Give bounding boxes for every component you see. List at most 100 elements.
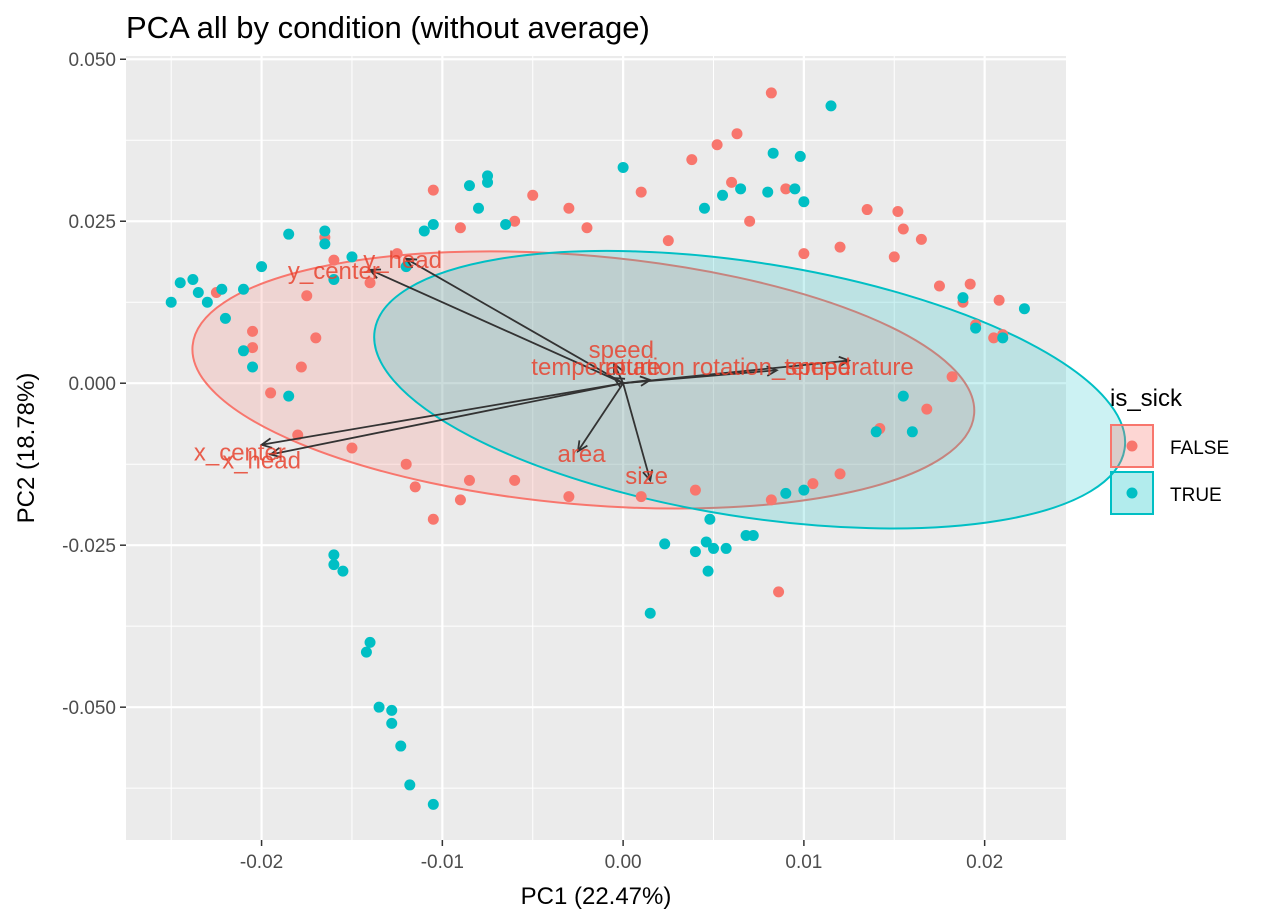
point-false <box>662 235 674 247</box>
legend-dot-false <box>1126 440 1138 452</box>
point-false <box>798 248 810 260</box>
loading-arrow <box>577 382 624 452</box>
point-true <box>328 559 340 571</box>
y-tick-label: -0.025 <box>62 536 116 557</box>
x-axis-ticks: -0.02 -0.01 0.00 0.01 0.02 <box>240 840 1003 873</box>
point-false <box>563 202 575 214</box>
x-tick-label: -0.01 <box>421 852 464 873</box>
point-false <box>686 154 698 166</box>
loading-arrowhead <box>268 447 282 459</box>
loading-arrow <box>261 382 624 446</box>
loading-arrowhead <box>404 257 418 269</box>
ellipse-true <box>373 249 1127 530</box>
point-false <box>509 474 521 486</box>
point-false <box>635 186 647 198</box>
point-false <box>807 478 819 490</box>
point-true <box>283 228 295 240</box>
point-true <box>418 225 430 237</box>
point-false <box>780 183 792 195</box>
loading-arrowhead <box>642 469 654 483</box>
point-true <box>957 292 969 304</box>
point-true <box>702 565 714 577</box>
loading-arrowhead <box>613 361 624 375</box>
point-true <box>364 636 376 648</box>
point-true <box>386 704 398 716</box>
point-false <box>892 206 904 218</box>
y-tick-label: 0.025 <box>68 212 116 233</box>
point-true <box>798 484 810 496</box>
loading-arrows <box>259 257 852 483</box>
point-false <box>295 361 307 373</box>
point-true <box>165 296 177 308</box>
point-true <box>767 147 779 159</box>
confidence-ellipses <box>191 249 1127 530</box>
chart-title: PCA all by condition (without average) <box>126 10 650 45</box>
point-true <box>698 202 710 214</box>
point-false <box>427 184 439 196</box>
point-true <box>794 150 806 162</box>
point-true <box>192 286 204 298</box>
point-true <box>238 283 249 295</box>
point-false <box>247 325 259 337</box>
x-tick-label: 0.02 <box>966 852 1003 873</box>
loading-label: y_center <box>288 258 380 285</box>
loading-label: size <box>625 463 668 490</box>
loading-label: y_head <box>363 247 442 274</box>
point-true <box>427 218 439 230</box>
loading-arrowhead <box>838 355 852 368</box>
point-false <box>527 189 539 201</box>
point-true <box>360 646 372 658</box>
point-true <box>997 332 1009 344</box>
loading-arrowhead <box>368 268 382 279</box>
grid-major <box>126 56 1066 840</box>
point-false <box>933 280 945 292</box>
point-false <box>773 586 785 598</box>
point-true <box>780 487 792 499</box>
point-true <box>747 529 759 541</box>
y-axis-title: PC2 (18.78%) <box>13 373 40 524</box>
point-true <box>238 345 249 357</box>
point-true <box>404 779 416 791</box>
point-false <box>454 494 466 506</box>
loading-label: x_head <box>222 447 301 474</box>
point-true <box>798 196 810 208</box>
loading-label: temperature <box>531 354 660 381</box>
loading-label: speed <box>589 337 654 364</box>
legend-dot-true <box>1126 487 1138 499</box>
point-false <box>635 491 647 503</box>
loading-arrow <box>405 258 624 384</box>
point-true <box>689 546 701 558</box>
point-true <box>328 274 340 286</box>
loading-arrow <box>623 359 850 385</box>
loading-label: x_center <box>194 440 286 467</box>
point-true <box>906 426 918 438</box>
point-false <box>946 371 958 383</box>
point-true <box>500 218 512 230</box>
legend-key-false <box>1110 424 1154 468</box>
point-true <box>708 542 719 554</box>
loading-arrowhead <box>259 437 273 449</box>
ellipse-false <box>191 250 976 510</box>
point-true <box>617 161 629 173</box>
point-true <box>970 322 982 334</box>
legend-label-true: TRUE <box>1170 485 1222 506</box>
point-false <box>834 468 846 480</box>
y-axis-ticks: -0.050 -0.025 0.000 0.025 0.050 <box>62 50 126 719</box>
point-true <box>216 283 228 295</box>
legend-label-false: FALSE <box>1170 438 1229 459</box>
legend-entry-true: TRUE <box>1110 471 1222 515</box>
point-false <box>310 332 322 344</box>
point-true <box>219 312 231 324</box>
point-false <box>993 294 1005 306</box>
point-true <box>735 183 747 195</box>
point-false <box>731 128 743 140</box>
point-true <box>256 261 268 273</box>
point-true <box>201 296 213 308</box>
point-false <box>988 332 1000 344</box>
point-true <box>395 740 407 752</box>
point-true <box>717 189 729 201</box>
y-tick-label: -0.050 <box>62 698 116 719</box>
x-tick-label: 0.01 <box>785 852 822 873</box>
loading-arrowhead <box>612 376 626 388</box>
